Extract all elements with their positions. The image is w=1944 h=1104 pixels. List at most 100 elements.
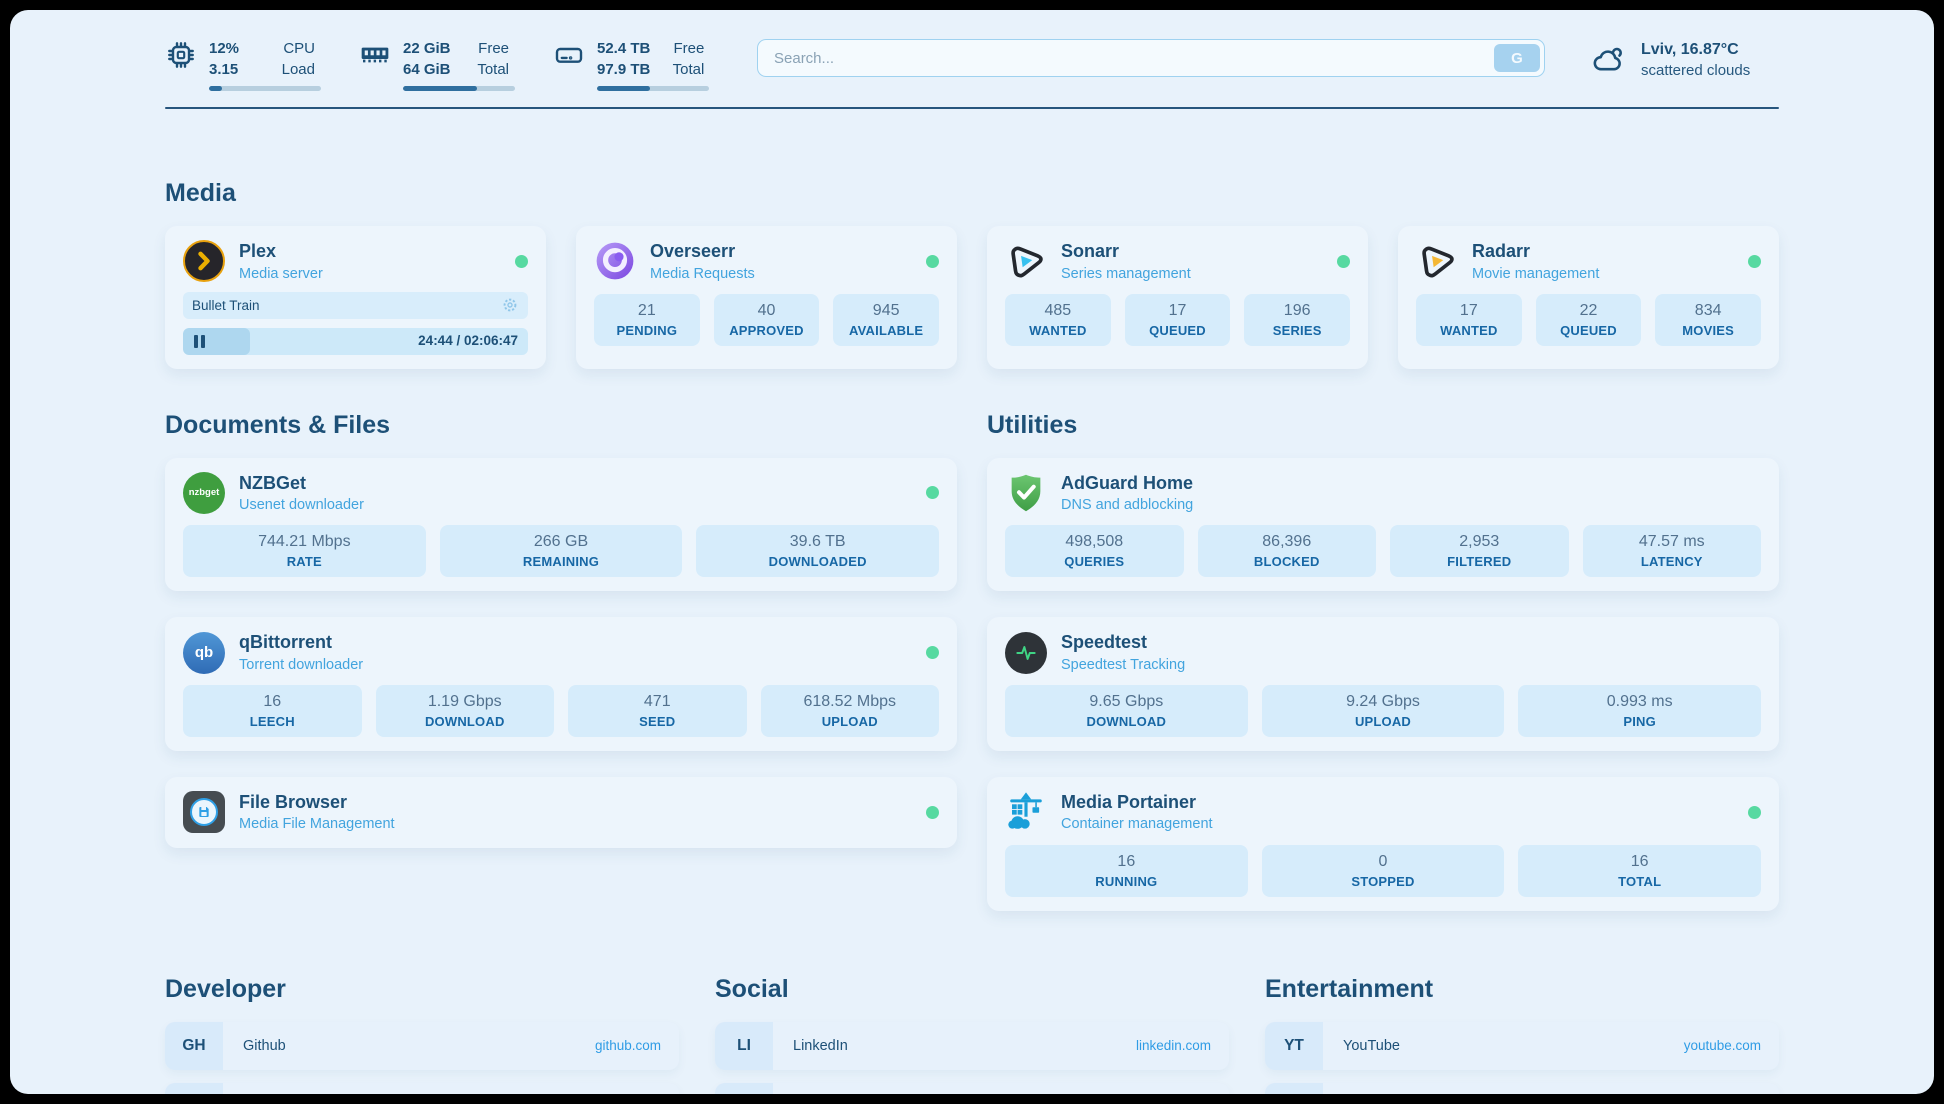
- app-name: Overseerr: [650, 241, 736, 261]
- overseerr-card[interactable]: Overseerr Media Requests 21 PENDING 40 A…: [576, 226, 957, 369]
- search-input[interactable]: [757, 39, 1545, 77]
- radarr-stat-movies: 834 MOVIES: [1655, 293, 1761, 346]
- sonarr-stat-queued: 17 QUEUED: [1124, 293, 1231, 346]
- bookmark-group-developer: Developer GH Github github.com SO StackO…: [165, 974, 679, 1094]
- qbittorrent-stat-seed: 471 SEED: [568, 684, 747, 737]
- app-name: Speedtest: [1061, 632, 1148, 653]
- speedtest-stat-ping: 0.993 ms PING: [1518, 684, 1761, 737]
- bookmark-github[interactable]: GH Github github.com: [165, 1021, 679, 1070]
- status-online-dot: [1748, 805, 1761, 819]
- section-utilities: Utilities: [987, 411, 1779, 911]
- plex-card[interactable]: Plex Media server Bullet Train: [165, 226, 546, 369]
- radarr-card[interactable]: Radarr Movie management 17 WANTED 22 QUE…: [1398, 226, 1779, 369]
- bookmark-url: linkedin.com: [1135, 1038, 1211, 1053]
- speedtest-card[interactable]: Speedtest Speedtest Tracking 9.65 Gbps D…: [987, 617, 1779, 751]
- now-playing-bar: Bullet Train: [183, 291, 528, 319]
- playback-time: 24:44 / 02:06:47: [418, 332, 518, 348]
- cpu-usage-value: 12%: [209, 40, 240, 57]
- app-description: Media server: [239, 265, 323, 282]
- bookmark-abbr-badge: TW: [715, 1082, 773, 1094]
- filebrowser-card[interactable]: File Browser Media File Management: [165, 776, 957, 848]
- weather-widget: Lviv, 16.87°C scattered clouds: [1589, 39, 1779, 81]
- cpu-load-label: Load: [281, 61, 315, 78]
- adguard-stat-queries: 498,508 QUERIES: [1005, 525, 1184, 578]
- plex-icon: [183, 240, 225, 283]
- bookmark-abbr-badge: GH: [165, 1021, 223, 1070]
- nzbget-stat-rate: 744.21 Mbps RATE: [183, 525, 426, 578]
- status-online-dot: [926, 486, 939, 500]
- section-title-documents: Documents & Files: [165, 410, 391, 439]
- section-title-social: Social: [715, 974, 789, 1003]
- sonarr-icon: [1005, 240, 1047, 282]
- cpu-chip-icon: [165, 39, 197, 71]
- qbittorrent-card[interactable]: qb qBittorrent Torrent downloader 16 LEE…: [165, 617, 957, 751]
- qbittorrent-icon: qb: [183, 631, 225, 674]
- bookmark-linkedin[interactable]: LI LinkedIn linkedin.com: [715, 1021, 1229, 1070]
- now-playing-title: Bullet Train: [192, 297, 260, 313]
- ram-total-value: 64 GiB: [403, 61, 451, 78]
- radarr-stat-wanted: 17 WANTED: [1416, 293, 1522, 346]
- qbittorrent-stat-download: 1.19 Gbps DOWNLOAD: [375, 684, 554, 737]
- ram-free-value: 22 GiB: [403, 40, 451, 57]
- search-bar: G: [757, 39, 1545, 77]
- bookmark-url: youtube.com: [1683, 1038, 1761, 1053]
- filebrowser-icon: [183, 791, 225, 834]
- ram-free-label: Free: [478, 40, 509, 57]
- section-title-utilities: Utilities: [987, 410, 1078, 439]
- nzbget-icon: nzbget: [183, 471, 225, 514]
- search-engine-button[interactable]: G: [1494, 44, 1540, 72]
- radarr-stat-queued: 22 QUEUED: [1535, 293, 1642, 346]
- playback-progress-bar[interactable]: 24:44 / 02:06:47: [183, 327, 528, 355]
- qbittorrent-stat-upload: 618.52 Mbps UPLOAD: [760, 684, 939, 737]
- pause-icon[interactable]: [194, 334, 205, 348]
- section-media: Media Plex Media server: [165, 179, 1779, 369]
- bookmark-netflix[interactable]: NF Netflix netflix.com: [1265, 1082, 1779, 1094]
- status-online-dot: [1748, 254, 1761, 268]
- radarr-icon: [1416, 240, 1458, 282]
- ram-progress-bar: [403, 86, 515, 91]
- bookmark-name: YouTube: [1343, 1037, 1400, 1054]
- app-name: File Browser: [239, 791, 348, 812]
- adguard-stat-latency: 47.57 ms LATENCY: [1582, 525, 1761, 578]
- disk-free-label: Free: [673, 40, 705, 57]
- adguard-card[interactable]: AdGuard Home DNS and adblocking 498,508 …: [987, 457, 1779, 592]
- bookmark-abbr-badge: SO: [165, 1082, 223, 1094]
- nzbget-card[interactable]: nzbget NZBGet Usenet downloader 744.21 M…: [165, 457, 957, 592]
- section-documents: Documents & Files nzbget NZBGet Usenet d…: [165, 411, 957, 911]
- app-name: Sonarr: [1061, 241, 1120, 261]
- bookmark-group-entertainment: Entertainment YT YouTube youtube.com NF …: [1265, 975, 1779, 1094]
- bookmark-stackoverflow[interactable]: SO StackOverflow stackoverflow.com: [165, 1082, 679, 1094]
- sonarr-stat-wanted: 485 WANTED: [1005, 293, 1111, 346]
- cpu-widget: 12% 3.15 CPU Load: [165, 38, 321, 91]
- app-description: Usenet downloader: [239, 497, 364, 514]
- ram-total-label: Total: [477, 61, 509, 78]
- bookmark-abbr-badge: LI: [715, 1021, 773, 1070]
- bookmark-abbr-badge: YT: [1265, 1021, 1323, 1070]
- overseerr-icon: [594, 240, 636, 282]
- adguard-shield-icon: [1005, 472, 1047, 514]
- overseerr-stat-pending: 21 PENDING: [594, 293, 700, 346]
- overseerr-stat-approved: 40 APPROVED: [713, 293, 820, 346]
- adguard-stat-blocked: 86,396 BLOCKED: [1197, 525, 1376, 578]
- bookmark-abbr-badge: NF: [1265, 1082, 1323, 1094]
- cpu-progress-bar: [209, 86, 321, 91]
- disk-progress-bar: [597, 86, 709, 91]
- sonarr-stat-series: 196 SERIES: [1244, 293, 1350, 346]
- section-title-media: Media: [165, 179, 236, 207]
- section-title-developer: Developer: [165, 974, 286, 1003]
- nzbget-stat-remaining: 266 GB REMAINING: [439, 525, 683, 578]
- status-online-dot: [926, 646, 939, 660]
- app-name: qBittorrent: [239, 632, 332, 653]
- weather-condition: scattered clouds: [1641, 61, 1751, 79]
- bookmark-twitter[interactable]: TW Twitter twitter.com: [715, 1082, 1229, 1094]
- settings-gear-icon[interactable]: [501, 296, 519, 314]
- sonarr-card[interactable]: Sonarr Series management 485 WANTED 17 Q…: [987, 226, 1368, 369]
- app-description: Movie management: [1472, 265, 1600, 282]
- portainer-card[interactable]: Media Portainer Container management 16 …: [987, 776, 1779, 911]
- app-description: Container management: [1061, 816, 1213, 833]
- cloud-icon: [1589, 43, 1627, 77]
- qbittorrent-stat-leech: 16 LEECH: [183, 684, 362, 737]
- bookmark-youtube[interactable]: YT YouTube youtube.com: [1265, 1021, 1779, 1070]
- disk-total-value: 97.9 TB: [597, 61, 651, 78]
- bookmark-group-social: Social LI LinkedIn linkedin.com TW Twitt…: [715, 974, 1229, 1094]
